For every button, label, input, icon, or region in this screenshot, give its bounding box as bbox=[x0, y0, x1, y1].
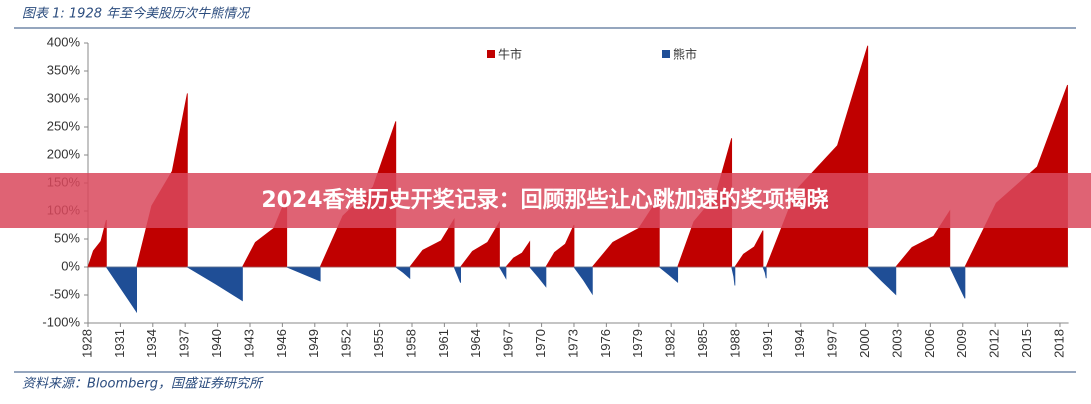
legend-label: 牛市 bbox=[498, 47, 522, 62]
x-tick-label: 1979 bbox=[630, 329, 645, 358]
x-tick-label: 1955 bbox=[371, 329, 386, 358]
x-tick-label: 1928 bbox=[79, 329, 94, 358]
x-tick-label: 1961 bbox=[436, 329, 451, 358]
y-tick-label: 400% bbox=[47, 34, 81, 49]
banner bbox=[0, 173, 1091, 228]
legend-swatch bbox=[662, 50, 670, 58]
banner-text: 2024香港历史开奖记录：回顾那些让心跳加速的奖项揭晓 bbox=[261, 187, 828, 213]
y-tick-label: -50% bbox=[50, 286, 81, 301]
x-tick-label: 2018 bbox=[1051, 329, 1066, 358]
x-tick-label: 2015 bbox=[1019, 329, 1034, 358]
x-tick-label: 1931 bbox=[112, 329, 127, 358]
x-tick-label: 1988 bbox=[727, 329, 742, 358]
source-note: 资料来源：Bloomberg，国盛证券研究所 bbox=[22, 376, 264, 392]
chart-title: 图表 1: 1928 年至今美股历次牛熊情况 bbox=[22, 6, 251, 22]
x-tick-label: 1982 bbox=[663, 329, 678, 358]
x-tick-label: 1937 bbox=[177, 329, 192, 358]
x-tick-label: 2000 bbox=[857, 329, 872, 358]
x-tick-label: 2003 bbox=[889, 329, 904, 358]
y-tick-label: 200% bbox=[47, 146, 81, 161]
x-tick-label: 1940 bbox=[209, 329, 224, 358]
y-tick-label: 350% bbox=[47, 62, 81, 77]
x-tick-label: 1952 bbox=[339, 329, 354, 358]
x-tick-label: 1976 bbox=[598, 329, 613, 358]
area-series bbox=[105, 266, 966, 314]
x-tick-label: 1967 bbox=[501, 329, 516, 358]
x-tick-label: 1994 bbox=[792, 329, 807, 358]
x-tick-label: 1964 bbox=[468, 329, 483, 358]
x-tick-label: 1985 bbox=[695, 329, 710, 358]
x-tick-label: 1943 bbox=[241, 329, 256, 358]
y-tick-label: 300% bbox=[47, 90, 81, 105]
y-tick-label: 250% bbox=[47, 118, 81, 133]
x-tick-label: 1970 bbox=[533, 329, 548, 358]
x-tick-label: 1958 bbox=[403, 329, 418, 358]
x-tick-label: 2009 bbox=[954, 329, 969, 358]
x-tick-label: 2012 bbox=[987, 329, 1002, 358]
y-tick-label: 50% bbox=[54, 230, 80, 245]
legend-swatch bbox=[487, 50, 495, 58]
x-tick-label: 1946 bbox=[274, 329, 289, 358]
x-tick-label: 1991 bbox=[760, 329, 775, 358]
y-tick-label: -100% bbox=[42, 314, 80, 329]
y-tick-label: 0% bbox=[61, 258, 80, 273]
x-tick-label: 1949 bbox=[306, 329, 321, 358]
legend-label: 熊市 bbox=[673, 47, 697, 62]
x-tick-label: 1973 bbox=[565, 329, 580, 358]
x-tick-label: 2006 bbox=[922, 329, 937, 358]
x-tick-label: 1997 bbox=[825, 329, 840, 358]
x-tick-label: 1934 bbox=[144, 329, 159, 358]
